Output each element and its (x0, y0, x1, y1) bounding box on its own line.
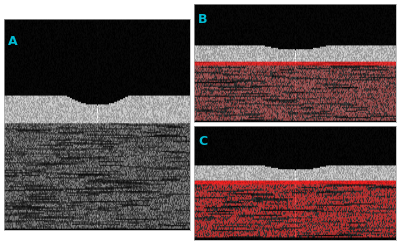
Text: C: C (198, 134, 207, 147)
Text: B: B (198, 13, 208, 26)
Text: A: A (8, 35, 17, 48)
